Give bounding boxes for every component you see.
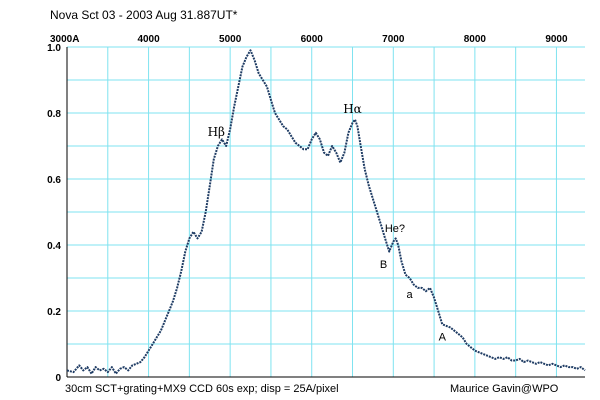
y-tick-label: 1.0: [47, 43, 61, 54]
annotation-B: B: [380, 259, 387, 271]
spectrum-line: [66, 49, 586, 375]
y-tick-label: 0.4: [47, 241, 61, 252]
chart-title: Nova Sct 03 - 2003 Aug 31.887UT*: [50, 8, 238, 22]
footer-author: Maurice Gavin@WPO: [450, 383, 559, 395]
y-tick-label: 0: [55, 373, 61, 384]
y-tick-label: 0.6: [47, 175, 61, 186]
x-tick-label: 4000: [137, 34, 160, 45]
x-tick-label: 9000: [545, 34, 568, 45]
line-annotations: Hβ Hα He? Ba A: [208, 102, 447, 344]
x-tick-labels: 3000A 4000 5000 6000 7000 8000 9000: [50, 34, 568, 45]
annotation-he: He?: [385, 223, 405, 235]
x-tick-label: 5000: [219, 34, 242, 45]
annotation-hbeta: Hβ: [208, 125, 225, 139]
x-tick-label: 7000: [382, 34, 405, 45]
annotation-a: a: [407, 289, 414, 301]
footer-instrument: 30cm SCT+grating+MX9 CCD 60s exp; disp =…: [65, 383, 339, 395]
x-tick-label: 8000: [464, 34, 487, 45]
annotation-halpha: Hα: [343, 102, 362, 116]
x-tick-label: 3000A: [50, 34, 79, 45]
spectrum-series: [66, 49, 586, 375]
annotation-A: A: [439, 332, 447, 344]
grid-lines: [66, 46, 585, 378]
axes: [66, 47, 585, 378]
x-tick-label: 6000: [301, 34, 324, 45]
y-tick-labels: 0 0.2 0.4 0.6 0.8 1.0: [47, 43, 61, 384]
y-tick-label: 0.2: [47, 307, 61, 318]
y-tick-label: 0.8: [47, 109, 61, 120]
